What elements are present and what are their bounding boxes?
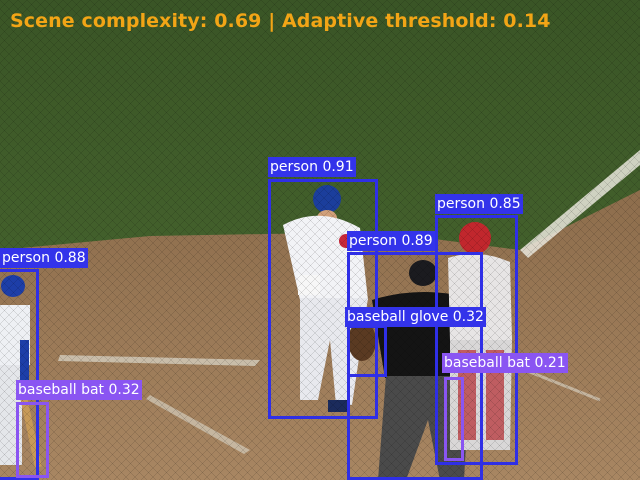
baseball-bat-box [444,377,464,461]
baseball-bat-label: baseball bat 0.21 [442,353,568,373]
person-box [0,269,39,480]
baseball-glove-box [347,325,387,377]
person-box [435,215,518,465]
person-label: person 0.89 [347,231,435,251]
person-box [268,179,378,419]
scene-stats-overlay: Scene complexity: 0.69 | Adaptive thresh… [10,10,551,32]
baseball-bat-label: baseball bat 0.32 [16,380,142,400]
person-label: person 0.88 [0,248,88,268]
person-label: person 0.85 [435,194,523,214]
baseball-glove-label: baseball glove 0.32 [345,307,486,327]
baseball-bat-box [16,402,49,478]
person-label: person 0.91 [268,157,356,177]
